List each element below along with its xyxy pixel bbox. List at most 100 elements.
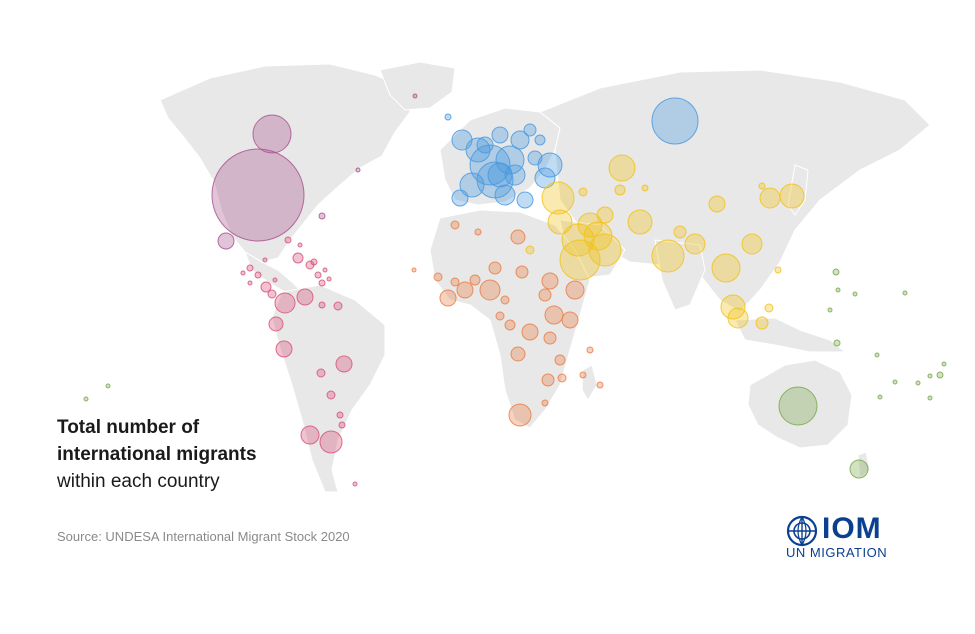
asia-bubble [541,181,575,215]
oceania-bubble [849,459,869,479]
europe-bubble [491,126,509,144]
oceania-bubble [915,380,921,386]
latin-america-bubble [316,368,326,378]
europe-bubble [516,191,534,209]
latin-america-bubble [322,267,328,273]
africa-bubble [554,354,566,366]
africa-bubble [586,346,594,354]
asia-bubble [559,239,601,281]
asia-bubble [627,209,653,235]
africa-bubble [541,272,559,290]
migrant-bubbles [83,93,947,487]
oceania-bubble [827,307,833,313]
africa-bubble [510,229,526,245]
oceania-bubble [835,287,841,293]
europe-bubble [459,172,485,198]
latin-america-bubble [314,271,322,279]
oceania-bubble [902,290,908,296]
africa-bubble [541,399,549,407]
africa-bubble [411,267,417,273]
oceania-bubble [105,383,111,389]
asia-bubble [583,221,613,251]
europe-bubble [504,164,526,186]
europe-bubble [523,123,537,137]
oceania-bubble [778,386,818,426]
latin-america-bubble [319,430,343,454]
asia-bubble [608,154,636,182]
asia-bubble [525,245,535,255]
title-line-2: international migrants [57,444,257,465]
asia-bubble [774,266,782,274]
africa-bubble [488,261,502,275]
title-line-1: Total number of [57,417,200,438]
latin-america-bubble [296,288,314,306]
africa-bubble [596,381,604,389]
africa-bubble [500,295,510,305]
africa-bubble [433,272,443,282]
asia-bubble [759,187,781,209]
europe-bubble [651,97,699,145]
asia-bubble [779,183,805,209]
logo-subtext: UN MIGRATION [786,545,888,560]
oceania-bubble [833,339,841,347]
asia-bubble [711,253,741,283]
latin-america-bubble [240,270,246,276]
africa-bubble [561,311,579,329]
latin-america-bubble [260,281,272,293]
africa-bubble [538,288,552,302]
asia-bubble [673,225,687,239]
africa-bubble [495,311,505,321]
latin-america-bubble [274,292,296,314]
land-masses [159,61,931,493]
africa-bubble [510,346,526,362]
map-title: Total number of international migrants w… [57,414,257,495]
oceania-bubble [892,379,898,385]
oceania-bubble [832,268,840,276]
latin-america-bubble [272,277,278,283]
latin-america-bubble [326,390,336,400]
europe-bubble [537,152,563,178]
un-emblem-icon [786,515,818,547]
europe-bubble [534,134,546,146]
latin-america-bubble [352,481,358,487]
latin-america-bubble [318,279,326,287]
asia-bubble [596,206,614,224]
latin-america-bubble [246,264,254,272]
north-america-bubble [412,93,418,99]
africa-bubble [541,373,555,387]
europe-bubble [494,184,516,206]
latin-america-bubble [292,252,304,264]
asia-bubble [720,294,746,320]
europe-bubble [476,136,494,154]
africa-bubble [515,265,529,279]
africa-bubble [565,280,585,300]
latin-america-bubble [267,289,277,299]
oceania-bubble [941,361,947,367]
oceania-bubble [874,352,880,358]
iom-logo: IOM UN MIGRATION [786,512,906,565]
latin-america-bubble [300,425,320,445]
latin-america-bubble [297,242,303,248]
oceania-bubble [877,394,883,400]
africa-bubble [521,323,539,341]
europe-bubble [510,130,530,150]
north-america-bubble [355,167,361,173]
africa-bubble [479,279,501,301]
africa-bubble [456,281,474,299]
europe-bubble [495,145,525,175]
asia-bubble [614,184,626,196]
africa-bubble [579,371,587,379]
asia-bubble [741,233,763,255]
logo-wordmark: IOM [822,512,882,545]
latin-america-bubble [247,280,253,286]
asia-bubble [641,184,649,192]
europe-bubble [444,113,452,121]
asia-bubble [547,209,573,235]
asia-bubble [758,182,766,190]
latin-america-bubble [310,258,318,266]
africa-bubble [543,331,557,345]
africa-bubble [557,373,567,383]
asia-bubble [708,195,726,213]
latin-america-bubble [284,236,292,244]
